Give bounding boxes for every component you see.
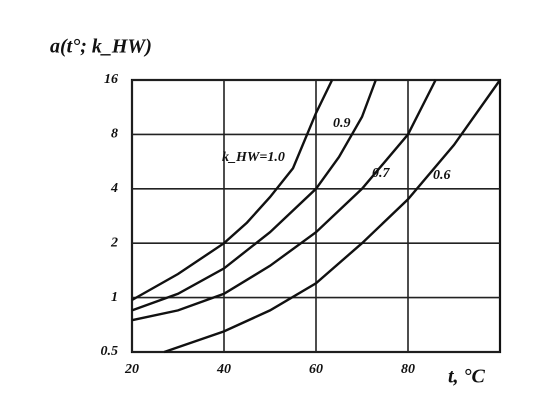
series-label: k_HW=1.0 [222,150,285,165]
x-tick-label: 60 [309,362,323,377]
curve [131,79,437,322]
x-tick-label: 40 [216,362,231,377]
x-tick-label: 20 [124,362,139,377]
y-tick-label: 16 [104,72,118,87]
x-axis-label: t, °C [448,366,486,388]
series-label: 0.6 [433,168,451,183]
curve [131,79,377,312]
x-tick-label: 80 [401,362,415,377]
curve [131,79,334,302]
series-label: 0.7 [372,166,391,181]
y-tick-label: 8 [111,127,118,142]
y-tick-label: 0.5 [101,344,119,359]
curve [163,79,501,354]
series-label: 0.9 [333,116,351,131]
y-axis-label: a(t°; k_HW) [50,36,152,58]
y-tick-label: 4 [110,181,118,196]
y-tick-label: 2 [110,235,118,250]
y-tick-label: 1 [111,290,118,305]
